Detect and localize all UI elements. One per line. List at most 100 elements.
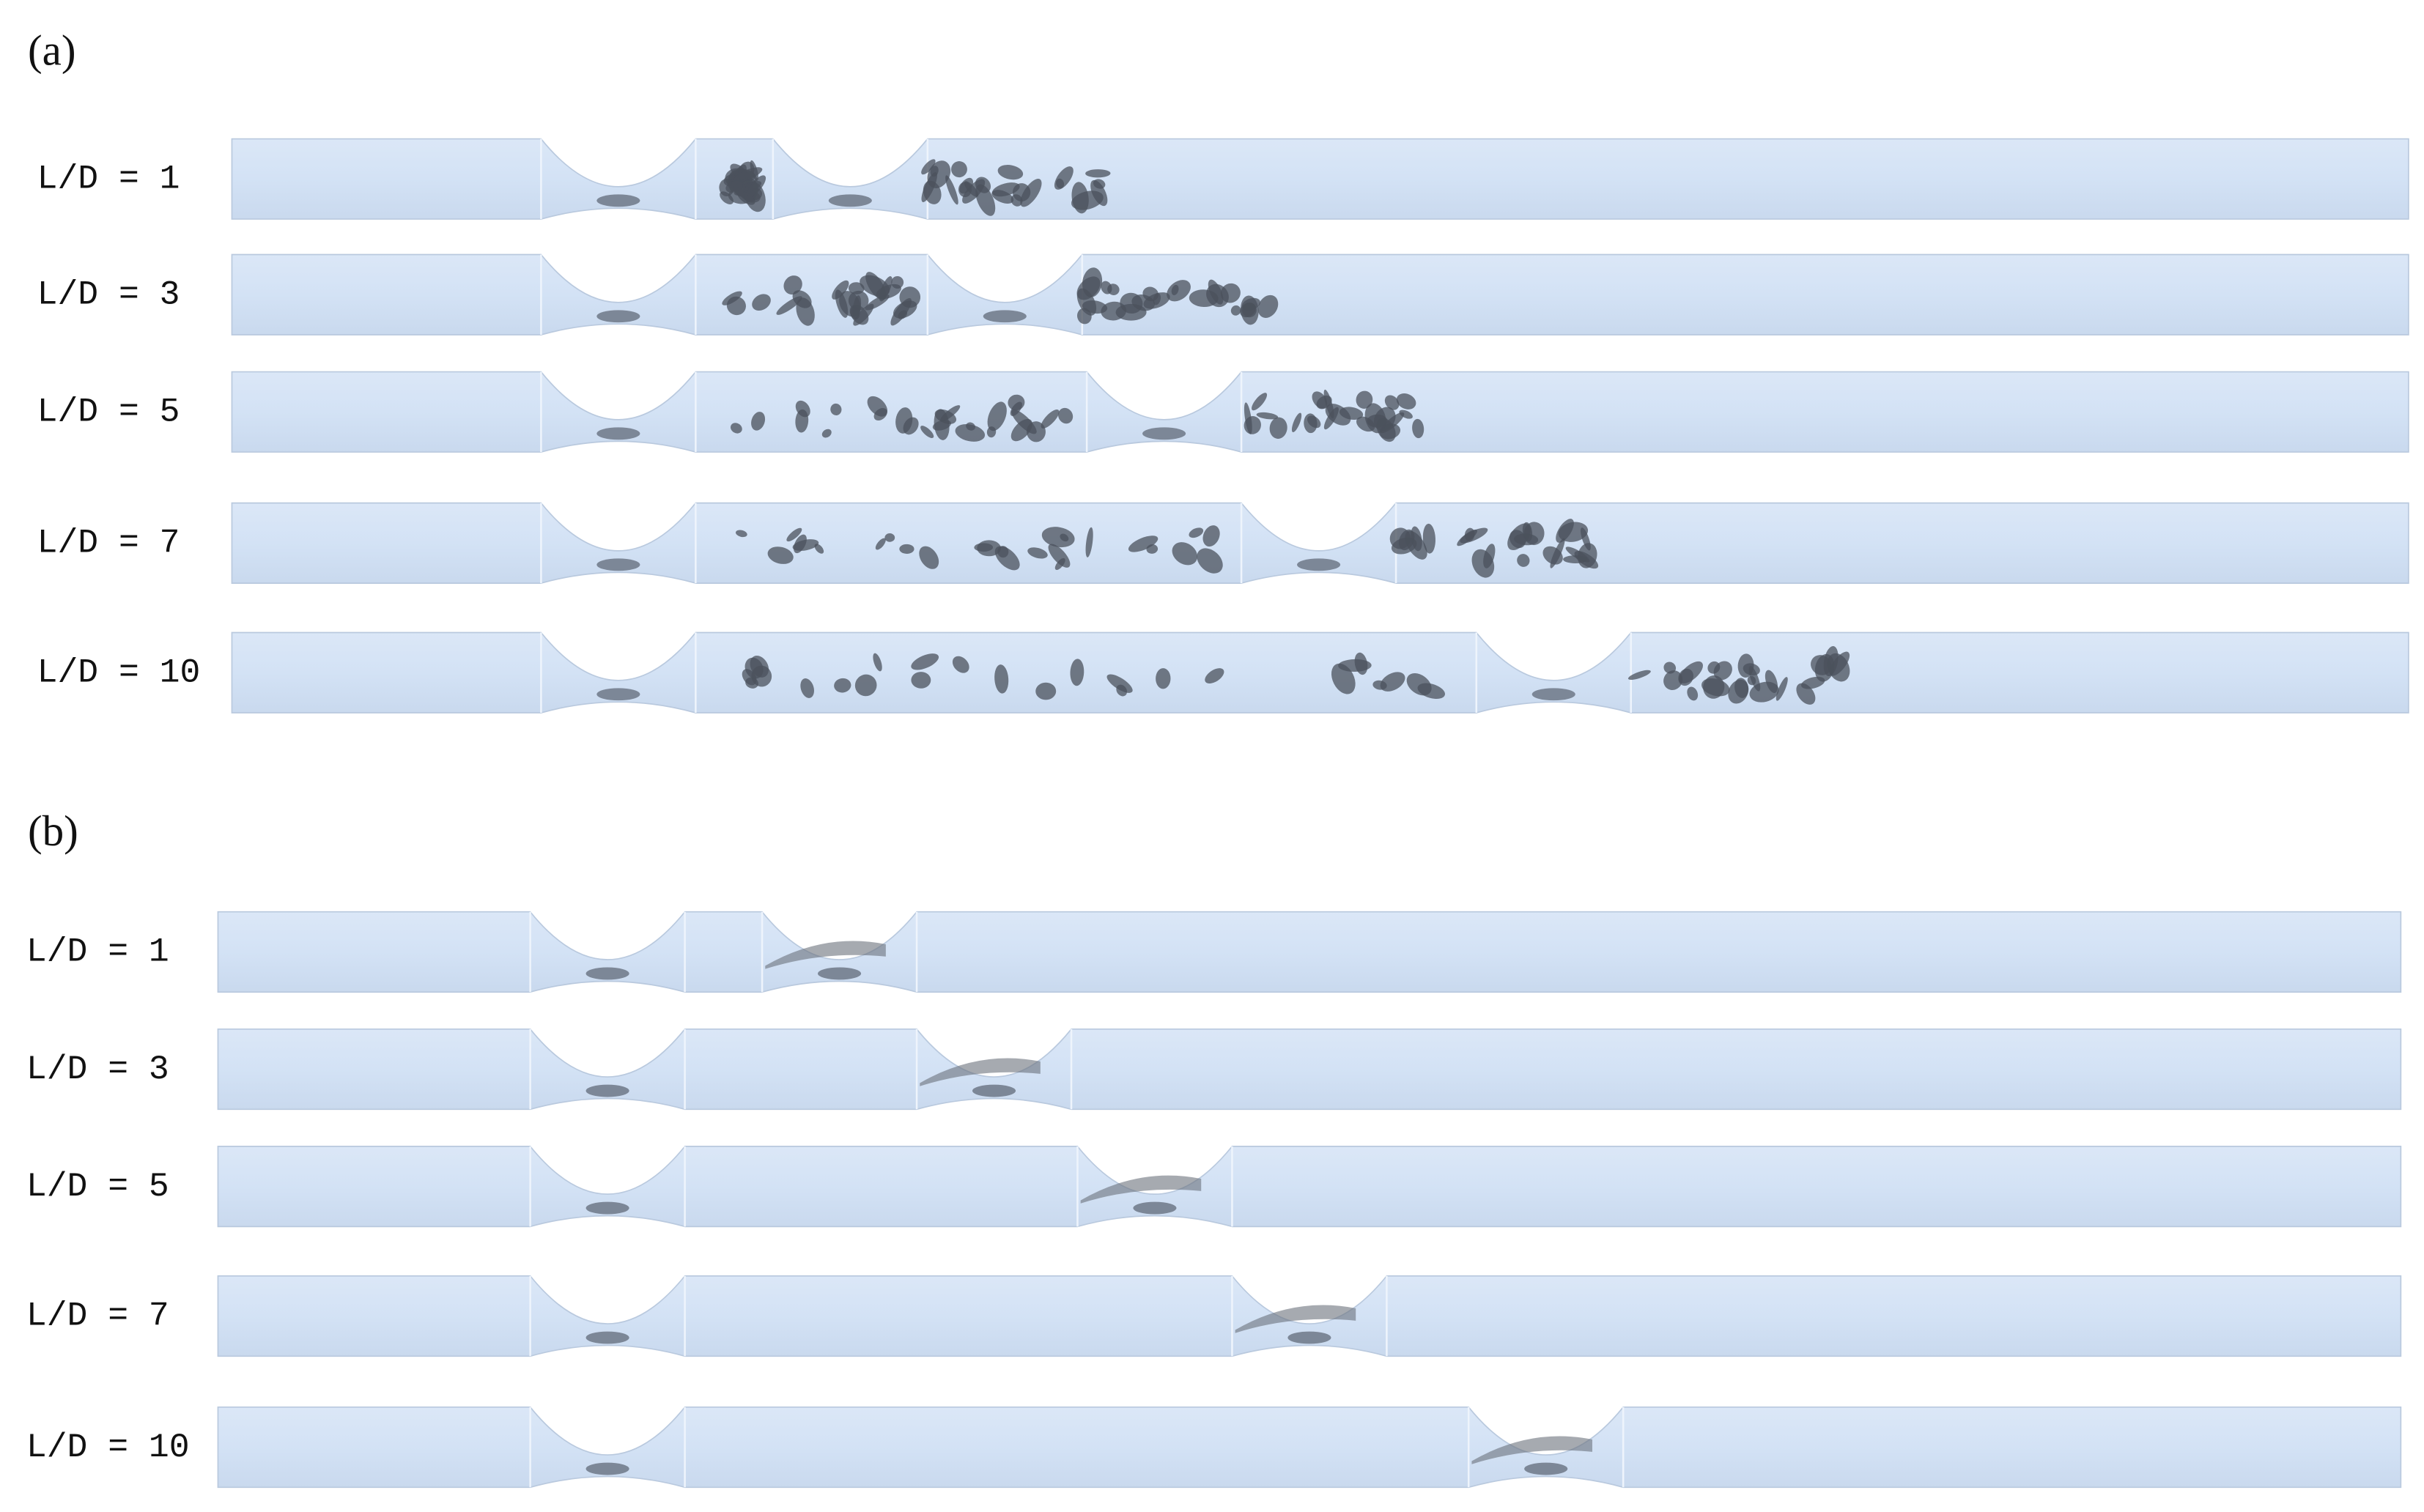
vortex [1116,684,1128,697]
throat-jet [596,310,640,323]
throat-jet [596,688,640,701]
pipe [231,631,2409,714]
row-label: L/D = 5 [37,393,180,431]
vortex [1412,418,1425,439]
throat-jet [585,1084,629,1097]
vortex [751,665,772,687]
vortex [1189,527,1204,538]
vortex [1312,391,1328,409]
vortex [1085,527,1093,557]
vortex [821,429,832,438]
vortex [966,422,975,431]
vortex [848,282,865,294]
vortex [1325,404,1351,426]
vortex [722,291,742,305]
vortex [1054,166,1074,190]
pipe [231,371,2409,453]
vortex [1208,279,1224,305]
vortex [1775,677,1788,701]
throat-jet [1142,427,1186,440]
vortex [1010,194,1023,207]
vortex [1257,294,1279,318]
vortex [835,289,849,318]
vortex [1230,305,1241,316]
vortex [719,179,734,197]
vortex [1090,179,1108,207]
vortex [1565,546,1590,563]
vortex [873,408,887,421]
vortex [1167,280,1191,302]
vortex [1338,659,1372,672]
vortex [991,182,1020,197]
vortex [1101,281,1112,294]
vortex [834,678,851,693]
throat-jet [828,194,872,207]
vortex [1070,659,1084,686]
vortex [890,298,912,326]
vortex [1483,544,1496,568]
vortex [921,159,936,175]
throat-jet [596,427,640,440]
vortex [796,297,815,326]
vortex [1076,288,1097,316]
throat-jet [818,967,862,980]
throat-jet [1524,1462,1568,1475]
vortex [1663,662,1677,674]
vortex [1252,393,1268,411]
vortex [895,407,913,434]
vortex [1205,668,1224,684]
vortex [920,426,934,438]
vortex [767,546,794,564]
vortex [1156,668,1171,689]
pipe [217,1146,2402,1228]
throat-jet [585,1462,629,1475]
throat-jet [585,967,629,980]
vortex [830,403,842,415]
vortex [927,160,951,189]
pipe [217,1028,2402,1111]
vortex [1765,670,1778,694]
vortex [800,678,814,698]
vortex [752,294,771,311]
vortex [945,175,958,205]
vortex [747,175,766,196]
throat-jet [596,558,640,571]
vortex [735,530,747,538]
vortex [975,177,991,193]
vortex [1356,390,1373,409]
vortex [1556,519,1574,543]
row-label: L/D = 7 [37,524,180,563]
vortex [1008,394,1025,411]
vortex [952,656,969,673]
vortex [879,276,893,302]
row-label: L/D = 10 [26,1428,190,1467]
vortex [919,546,939,569]
vortex [1291,412,1302,433]
vortex [1406,673,1432,696]
vortex [1131,294,1155,311]
throat-jet [1531,688,1575,701]
vortex [997,165,1024,180]
vortex [1823,645,1839,677]
vortex [911,653,939,670]
vortex [911,672,931,689]
panel: (b) L/D = 1 L/D = 3 L/D = 5 L/D = 7 L/D = 10 [26,807,2402,1489]
vortex [1220,283,1241,303]
vortex [852,295,862,319]
row-label: L/D = 5 [26,1167,169,1206]
vortex [920,1058,1041,1086]
vortex [1202,525,1220,547]
vortex [994,664,1009,694]
throat-jet [1133,1201,1177,1215]
vortex [1071,182,1089,214]
vortex [1728,679,1749,704]
vortex [1041,410,1060,429]
vortex [786,527,802,542]
vortex [1411,526,1422,552]
vortex [1713,661,1732,681]
throat-jet [596,194,640,207]
vortex [1197,548,1223,574]
vortex [1422,523,1435,554]
row-label: L/D = 3 [37,275,180,314]
vortex [1054,557,1065,570]
